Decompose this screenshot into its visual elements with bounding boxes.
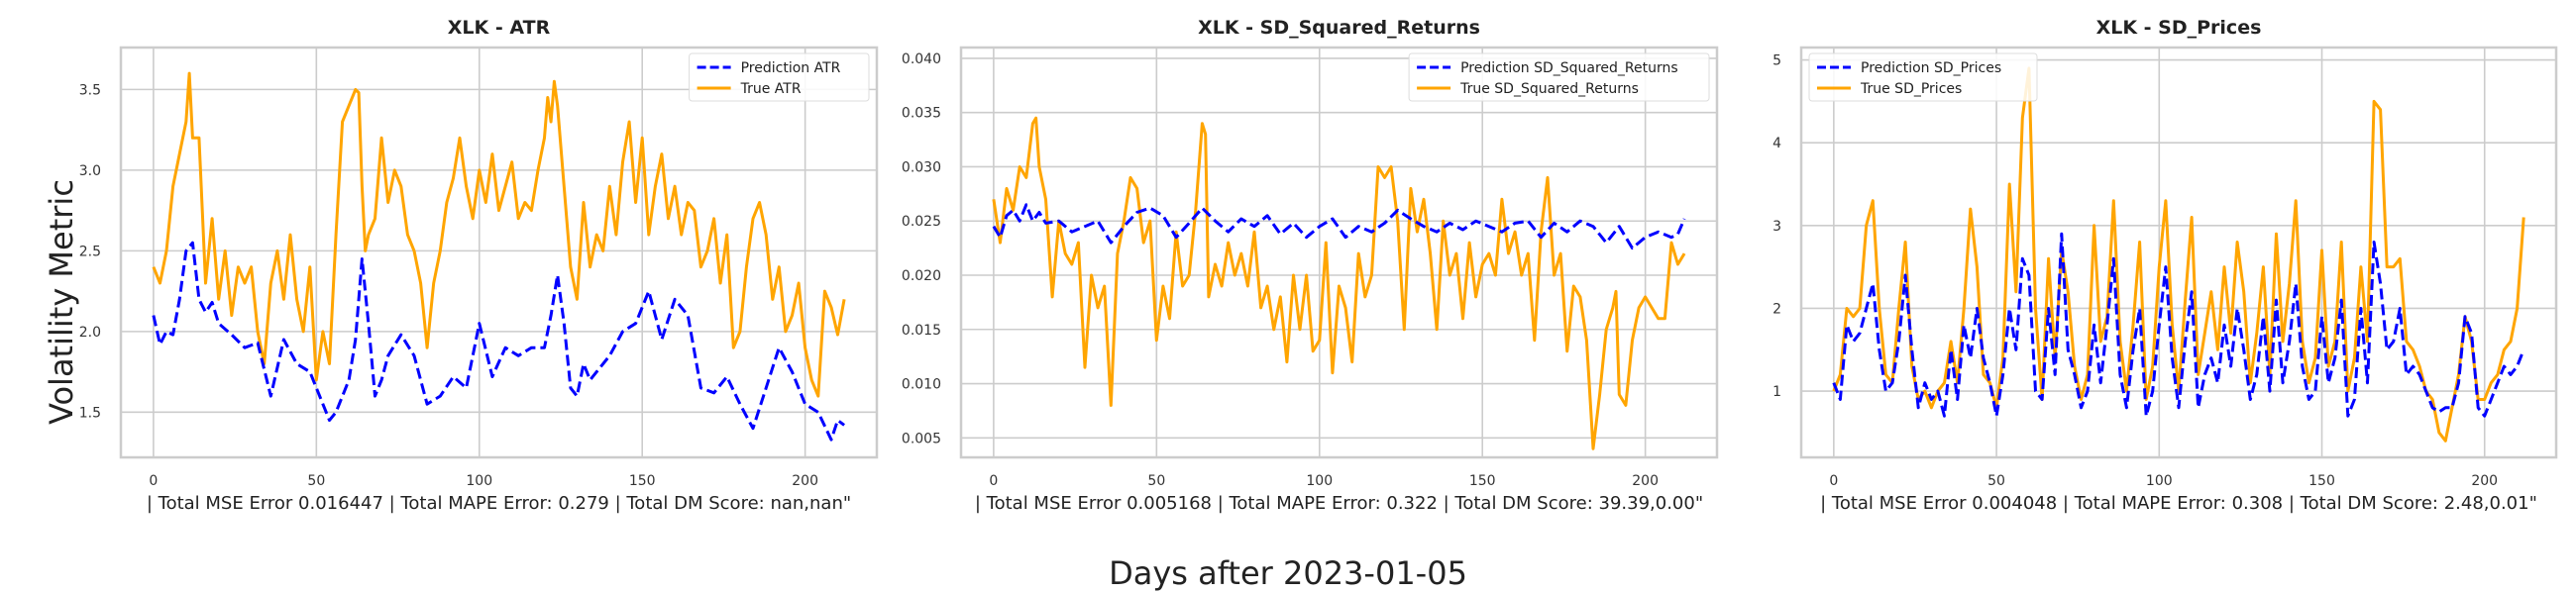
y-tick-label: 2.0 (79, 325, 101, 341)
x-tick-label: 150 (2308, 473, 2335, 489)
legend-label: True SD_Squared_Returns (1459, 81, 1639, 97)
y-tick-label: 3 (1772, 219, 1781, 235)
y-tick-label: 0.025 (902, 214, 941, 230)
y-tick-label: 2.5 (79, 244, 101, 259)
chart-title: XLK - ATR (448, 17, 551, 39)
legend: Prediction SD_Squared_Returns True SD_Squ… (1408, 52, 1710, 102)
y-tick-label: 5 (1772, 53, 1781, 69)
legend-label: True ATR (740, 81, 802, 97)
legend: Prediction ATR True ATR (689, 52, 870, 102)
series-line-prediction (1832, 232, 2525, 418)
x-tick-label: 150 (1469, 473, 1496, 489)
legend-label: Prediction SD_Squared_Returns (1460, 60, 1678, 76)
x-tick-label: 0 (1829, 473, 1838, 489)
legend-box (1408, 52, 1710, 102)
series-line-prediction (152, 241, 845, 442)
plot-area (1799, 46, 2558, 459)
x-tick-label: 100 (2146, 473, 2173, 489)
y-tick-label: 0.010 (902, 377, 941, 393)
series-line-prediction (992, 203, 1686, 250)
legend-box (689, 52, 870, 102)
y-tick-label: 3.0 (79, 163, 101, 179)
legend-label: Prediction SD_Prices (1861, 60, 2001, 76)
y-tick-label: 0.015 (902, 323, 941, 339)
x-axis-label: Days after 2023-01-05 (1109, 554, 1467, 592)
x-tick-label: 100 (466, 473, 492, 489)
plot-area (119, 46, 879, 459)
y-tick-label: 1.5 (79, 405, 101, 421)
y-tick-label: 3.5 (79, 82, 101, 98)
x-tick-label: 50 (1147, 473, 1165, 489)
series-line-true (152, 71, 846, 398)
chart-3: 0 50 100 150 200 1 2 3 4 5 XLK - SD_Prices | Total … (1772, 17, 2558, 514)
x-tick-label: 50 (1987, 473, 2005, 489)
series-line-true (992, 116, 1686, 450)
y-tick-label: 0.035 (902, 106, 941, 122)
y-tick-label: 4 (1772, 136, 1781, 151)
x-tick-label: 0 (989, 473, 998, 489)
x-tick-label: 200 (792, 473, 818, 489)
chart-2: 0 50 100 150 200 0.005 0.010 0.015 0.020 0.025 0.0… (902, 17, 1719, 514)
y-tick-label: 0.030 (902, 159, 941, 175)
x-tick-label: 150 (629, 473, 656, 489)
legend: Prediction SD_Prices True SD_Prices (1808, 52, 2038, 102)
series-line-true (1832, 66, 2525, 443)
y-tick-label: 2 (1772, 301, 1781, 317)
legend-box (1808, 52, 2038, 102)
chart-1: 0 50 100 150 200 1.5 2.0 2.5 3.0 3.5 XLK - ATR | To… (79, 17, 879, 514)
chart-xlabel: | Total MSE Error 0.016447 | Total MAPE … (147, 493, 851, 514)
legend-label: True SD_Prices (1860, 81, 1962, 97)
y-tick-label: 0.020 (902, 268, 941, 284)
chart-title: XLK - SD_Squared_Returns (1198, 17, 1480, 39)
y-tick-label: 1 (1772, 384, 1781, 400)
chart-title: XLK - SD_Prices (2096, 17, 2262, 39)
x-tick-label: 200 (2471, 473, 2498, 489)
y-tick-label: 0.040 (902, 51, 941, 67)
legend-label: Prediction ATR (741, 60, 841, 76)
x-tick-label: 50 (307, 473, 325, 489)
x-tick-label: 0 (149, 473, 158, 489)
y-tick-label: 0.005 (902, 431, 941, 446)
x-tick-label: 200 (1632, 473, 1659, 489)
chart-xlabel: | Total MSE Error 0.004048 | Total MAPE … (1820, 493, 2537, 514)
chart-xlabel: | Total MSE Error 0.005168 | Total MAPE … (975, 493, 1703, 514)
y-axis-label: Volatility Metric (43, 179, 80, 425)
x-tick-label: 100 (1306, 473, 1333, 489)
